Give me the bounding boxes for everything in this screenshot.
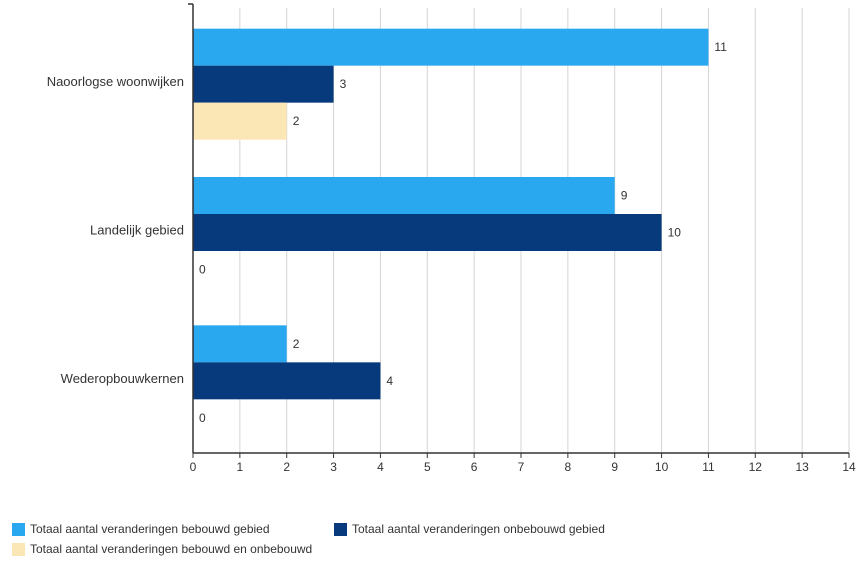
data-label: 3 (340, 77, 347, 91)
category-label: Naoorlogse woonwijken (47, 74, 184, 89)
bar (193, 177, 615, 214)
x-tick-label: 6 (471, 460, 478, 474)
bar (193, 65, 334, 103)
legend-swatch-onbebouwd (334, 522, 347, 536)
x-tick-label: 1 (237, 460, 244, 474)
bar (193, 102, 287, 140)
x-tick-label: 5 (424, 460, 431, 474)
legend-label-bebouwd-en-onbebouwd: Totaal aantal veranderingen bebouwd en o… (30, 542, 313, 556)
x-tick-label: 8 (565, 460, 572, 474)
data-label: 10 (668, 226, 682, 240)
x-tick-label: 10 (655, 460, 669, 474)
x-tick-label: 14 (842, 460, 856, 474)
category-label: Wederopbouwkernen (61, 371, 184, 386)
legend-swatch-bebouwd (12, 522, 25, 536)
data-label: 2 (293, 337, 300, 351)
bar (193, 214, 662, 251)
bar (193, 28, 709, 66)
x-tick-label: 0 (190, 460, 197, 474)
x-tick-label: 13 (795, 460, 809, 474)
data-label: 2 (293, 114, 300, 128)
x-tick-label: 11 (702, 460, 715, 474)
legend-item-onbebouwd: Totaal aantal veranderingen onbebouwd ge… (334, 522, 605, 536)
bar (193, 362, 381, 400)
category-label: Landelijk gebied (90, 223, 184, 238)
data-label: 4 (386, 374, 393, 388)
x-tick-label: 4 (377, 460, 384, 474)
legend-label-onbebouwd: Totaal aantal veranderingen onbebouwd ge… (352, 522, 605, 536)
x-tick-label: 9 (611, 460, 618, 474)
data-label: 9 (621, 189, 628, 203)
legend-item-bebouwd: Totaal aantal veranderingen bebouwd gebi… (12, 522, 270, 536)
data-label: 0 (199, 411, 206, 425)
x-tick-label: 2 (283, 460, 290, 474)
legend-swatch-bebouwd-en-onbebouwd (12, 542, 25, 556)
x-tick-label: 3 (330, 460, 337, 474)
data-label: 11 (714, 40, 727, 54)
data-label: 0 (199, 263, 206, 277)
legend-item-bebouwd-en-onbebouwd: Totaal aantal veranderingen bebouwd en o… (12, 542, 312, 556)
x-tick-label: 7 (518, 460, 525, 474)
x-tick-label: 12 (749, 460, 763, 474)
bar (193, 325, 287, 363)
legend-label-bebouwd: Totaal aantal veranderingen bebouwd gebi… (30, 522, 270, 536)
